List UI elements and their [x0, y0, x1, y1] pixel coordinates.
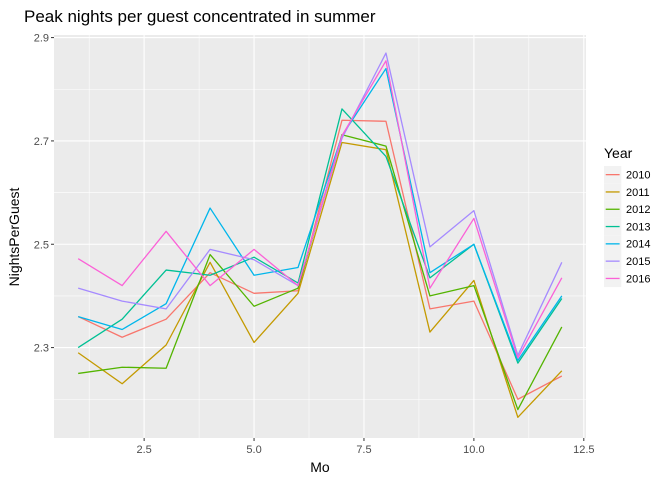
chart-title: Peak nights per guest concentrated in su… — [24, 7, 376, 26]
y-tick-label: 2.5 — [34, 239, 49, 251]
y-tick-label: 2.9 — [34, 33, 49, 45]
x-tick-label: 2.5 — [136, 444, 151, 456]
y-axis-title: NightsPerGuest — [6, 187, 22, 286]
legend-items: 2010 2011 2012 2013 2014 2015 2016 — [604, 166, 650, 288]
legend-item-2012: 2012 — [604, 200, 650, 218]
legend-item-2015: 2015 — [604, 252, 650, 270]
legend-title: Year — [604, 145, 633, 161]
legend-label: 2012 — [626, 204, 650, 216]
x-tick-label: 5.0 — [246, 444, 261, 456]
y-tick-label: 2.7 — [34, 136, 49, 148]
legend-item-2011: 2011 — [604, 183, 650, 201]
y-axis: 2.3 2.5 2.7 2.9 — [34, 33, 54, 355]
legend: Year 2010 2011 2012 2013 2014 2015 2016 — [604, 145, 650, 288]
legend-label: 2016 — [626, 273, 650, 285]
legend-item-2016: 2016 — [604, 269, 650, 288]
x-axis: 2.5 5.0 7.5 10.0 12.5 — [136, 438, 595, 456]
legend-item-2013: 2013 — [604, 217, 650, 236]
series-line-2011 — [77, 141, 563, 418]
x-tick-label: 12.5 — [573, 444, 594, 456]
plot-panel — [54, 35, 586, 438]
major-gridlines — [54, 35, 586, 438]
series-lines — [77, 52, 563, 418]
x-tick-label: 10.0 — [463, 444, 484, 456]
legend-label: 2014 — [626, 239, 650, 251]
legend-label: 2013 — [626, 221, 650, 233]
legend-label: 2010 — [626, 170, 650, 182]
x-axis-title: Mo — [310, 459, 330, 475]
legend-item-2014: 2014 — [604, 235, 650, 253]
legend-label: 2015 — [626, 256, 650, 268]
y-tick-label: 2.3 — [34, 343, 49, 355]
legend-item-2010: 2010 — [604, 166, 650, 184]
x-tick-label: 7.5 — [356, 444, 371, 456]
series-line-2010 — [77, 119, 563, 400]
legend-label: 2011 — [626, 187, 650, 199]
series-line-2016 — [77, 60, 563, 359]
